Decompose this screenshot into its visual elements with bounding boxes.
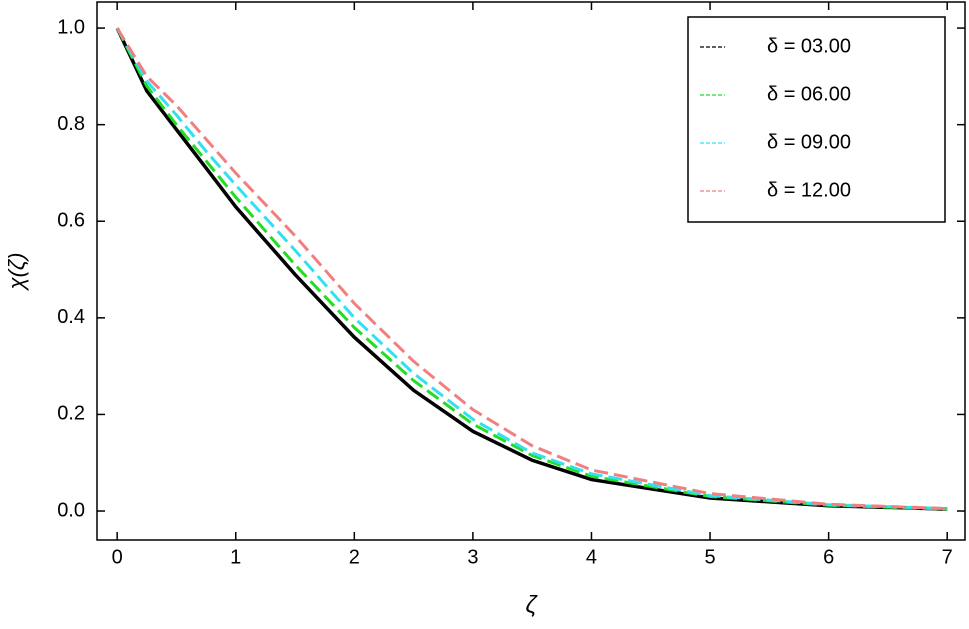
- x-tick-label: 5: [704, 546, 715, 568]
- y-tick-label: 1.0: [57, 16, 85, 38]
- x-tick-label: 3: [467, 546, 478, 568]
- series-line: [115, 27, 948, 511]
- x-tick-label: 4: [586, 546, 597, 568]
- x-tick-label: 2: [349, 546, 360, 568]
- x-tick-label: 7: [942, 546, 953, 568]
- x-tick-label: 0: [112, 546, 123, 568]
- plot-frame: [96, 1, 966, 541]
- legend-label: δ = 12.00: [767, 179, 851, 201]
- y-tick-label: 0.2: [57, 403, 85, 425]
- x-tick-label: 1: [230, 546, 241, 568]
- y-tick-label: 0.0: [57, 499, 85, 521]
- x-tick-label: 6: [823, 546, 834, 568]
- y-tick-label: 0.6: [57, 210, 85, 232]
- x-axis-label: ζ: [525, 591, 538, 618]
- legend-label: δ = 09.00: [767, 131, 851, 153]
- series-line: [115, 27, 948, 511]
- series-line: [115, 27, 948, 511]
- legend-box: [687, 16, 946, 223]
- y-axis-label: χ(ζ): [4, 253, 29, 292]
- legend-label: δ = 06.00: [767, 83, 851, 105]
- y-tick-label: 0.8: [57, 113, 85, 135]
- y-tick-label: 0.4: [57, 306, 85, 328]
- legend-label: δ = 03.00: [767, 35, 851, 57]
